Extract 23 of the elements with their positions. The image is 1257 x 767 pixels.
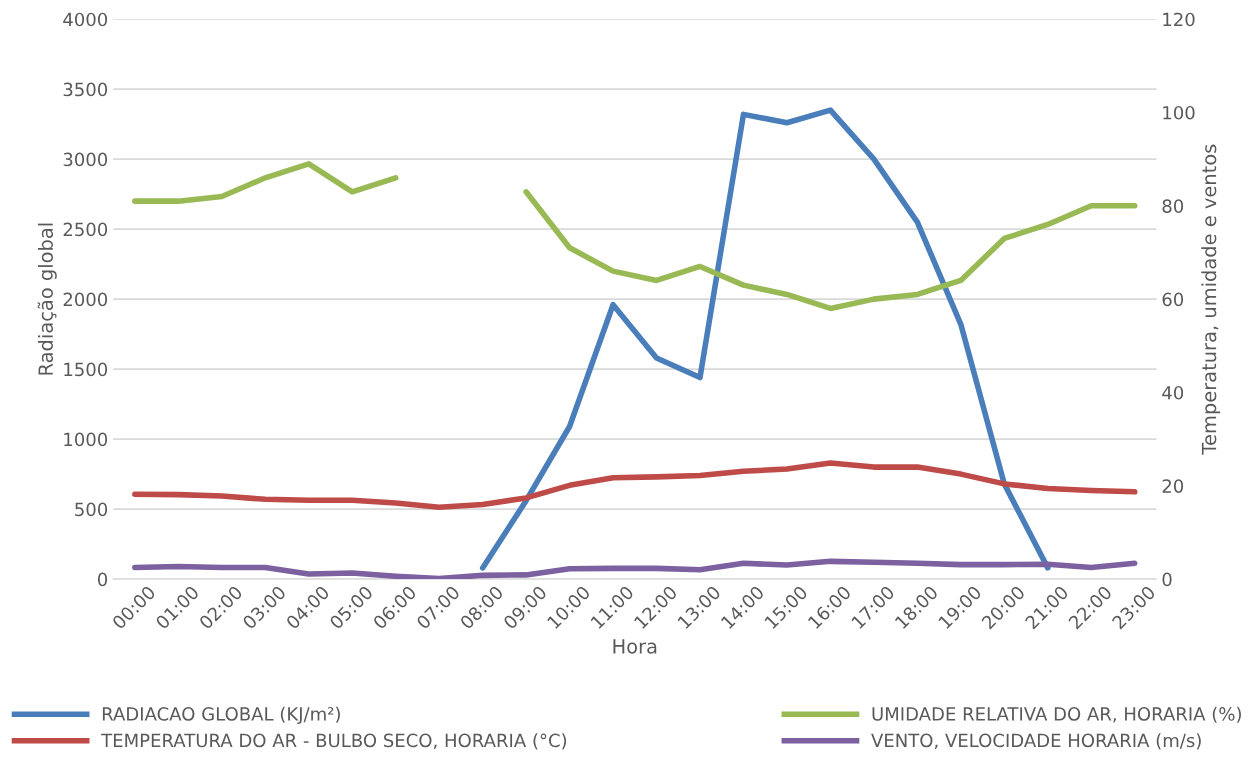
y-tick-label: 3500 (63, 82, 108, 97)
y2-tick-label: 120 (1163, 12, 1195, 27)
y2-tick-label: 60 (1162, 292, 1184, 307)
y-tick-label: 0 (97, 572, 108, 587)
y-tick-label: 2500 (63, 222, 108, 237)
legend-label: VENTO, VELOCIDADE HORARIA (m/s) (871, 733, 1201, 750)
y-axis-title: Radiação global (37, 223, 57, 375)
y2-axis-title: Temperatura, umidade e ventos (1201, 144, 1221, 455)
y2-tick-label: 20 (1162, 479, 1184, 493)
y-tick-label: 1000 (64, 432, 108, 447)
legend-label: UMIDADE RELATIVA DO AR, HORARIA (%) (872, 706, 1241, 723)
y-tick-label: 3000 (63, 152, 108, 167)
y2-tick-label: 80 (1162, 199, 1184, 213)
y-tick-label: 500 (75, 502, 108, 517)
y-tick-label: 4000 (63, 12, 108, 27)
y2-tick-label: 40 (1162, 385, 1184, 400)
legend-label: RADIACAO GLOBAL (KJ/m²) (102, 706, 340, 725)
y2-tick-label: 100 (1163, 105, 1195, 120)
legend-label: TEMPERATURA DO AR - BULBO SECO, HORARIA (°C) (101, 733, 567, 750)
y-tick-label: 1500 (64, 362, 108, 377)
y-tick-label: 2000 (63, 292, 108, 307)
x-axis-title: Hora (613, 639, 657, 654)
y2-tick-label: 0 (1162, 572, 1172, 587)
